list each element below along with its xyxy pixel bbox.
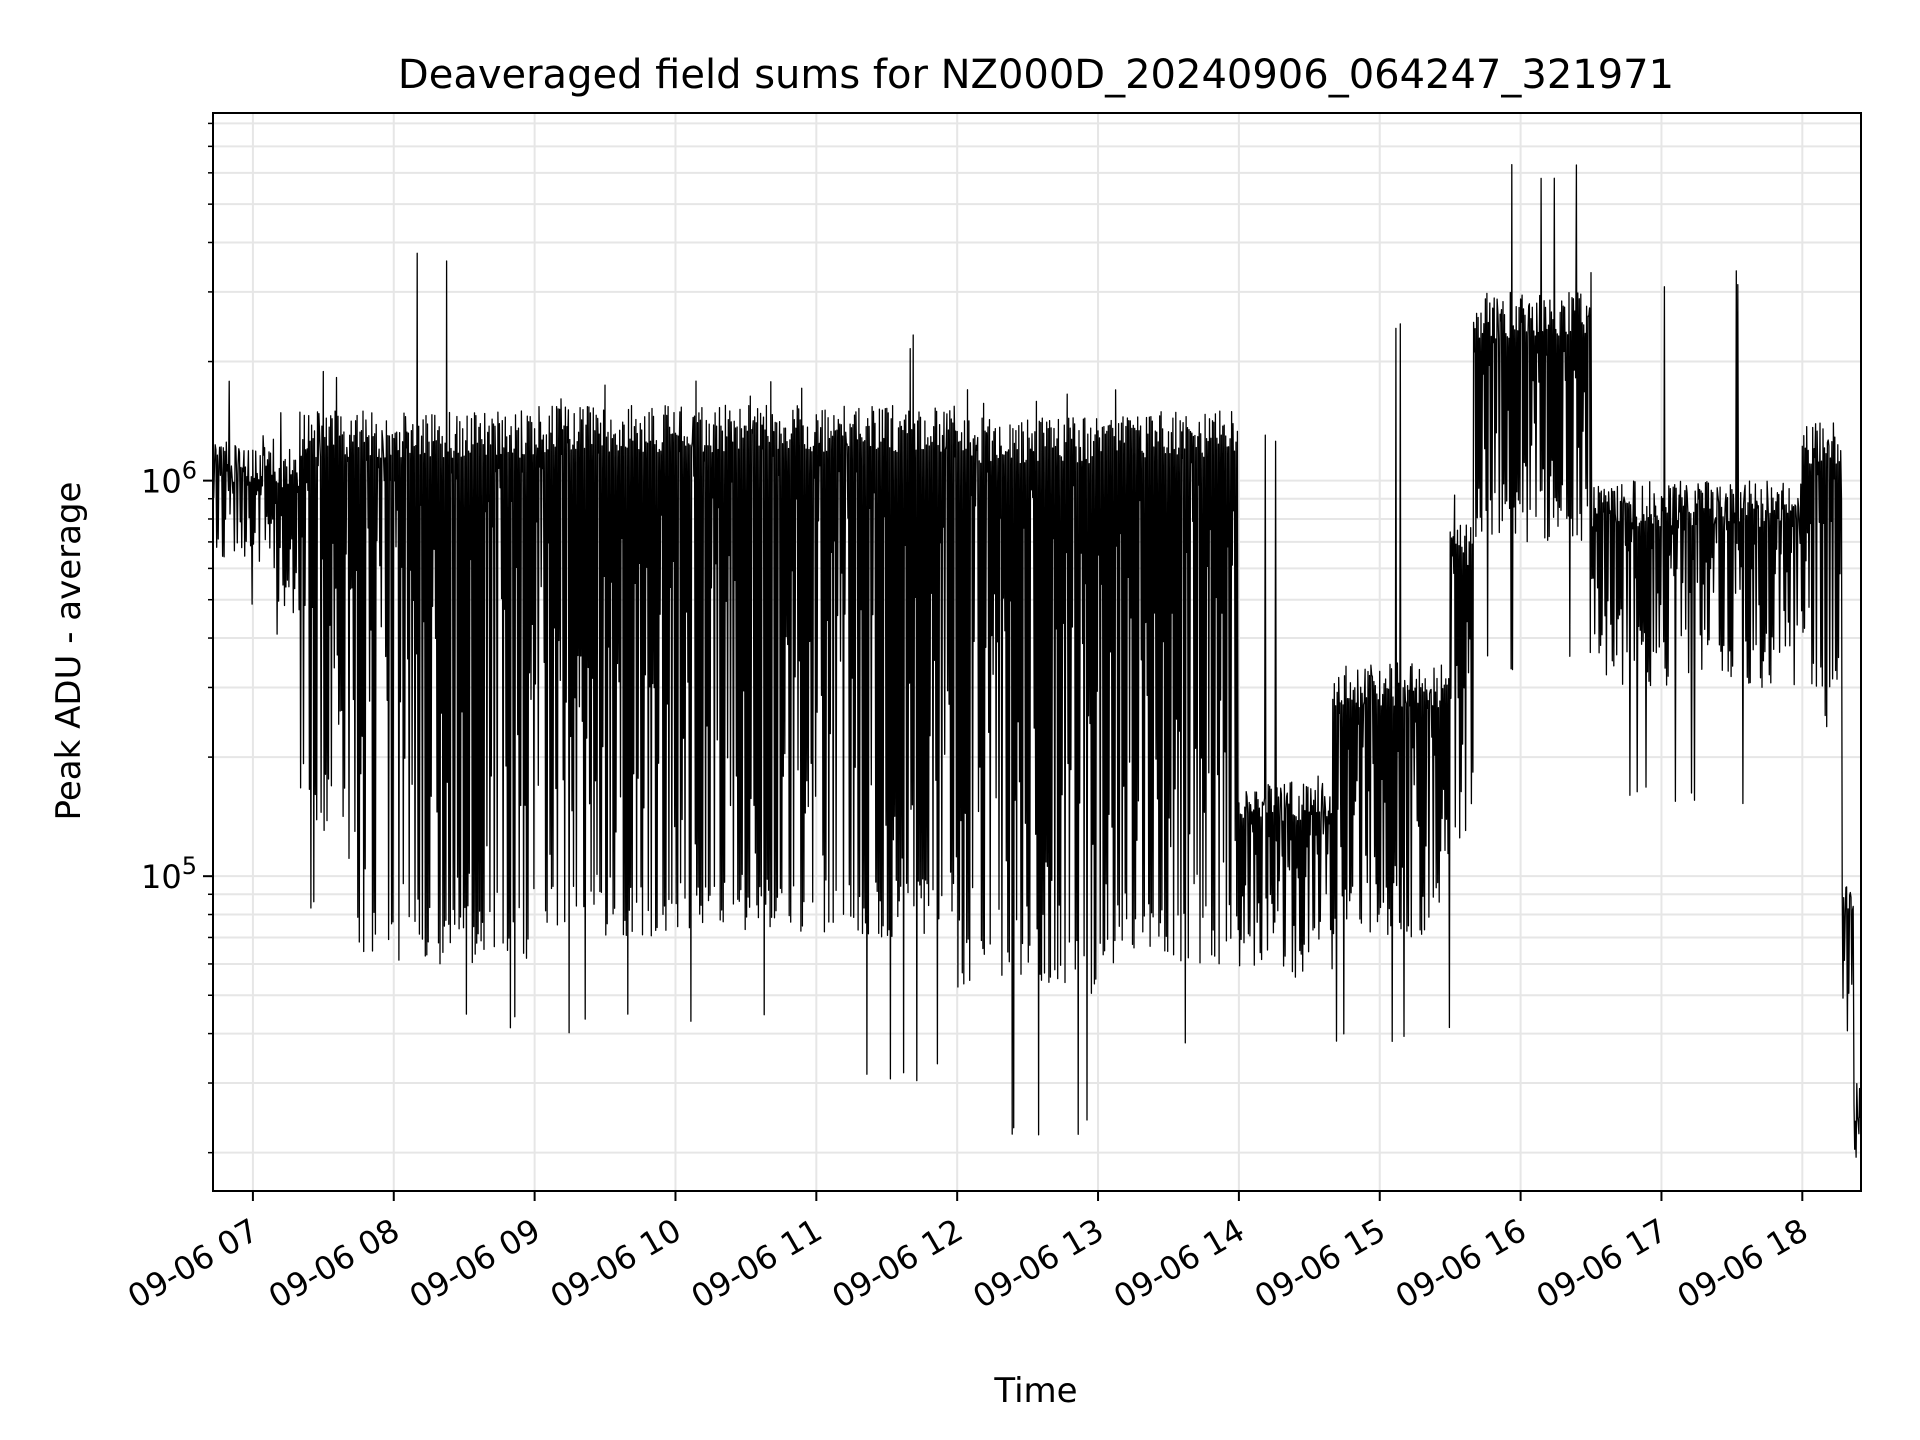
series-line — [212, 164, 1861, 1158]
plot-area-frame — [212, 112, 1862, 1192]
y-tick-label: 105 — [141, 852, 197, 896]
y-tick-label: 106 — [141, 457, 197, 501]
data-series — [212, 164, 1861, 1158]
chart-title: Deaveraged field sums for NZ000D_2024090… — [398, 52, 1674, 98]
x-axis-title: Time — [993, 1371, 1077, 1411]
y-axis-title: Peak ADU - average — [49, 482, 89, 821]
